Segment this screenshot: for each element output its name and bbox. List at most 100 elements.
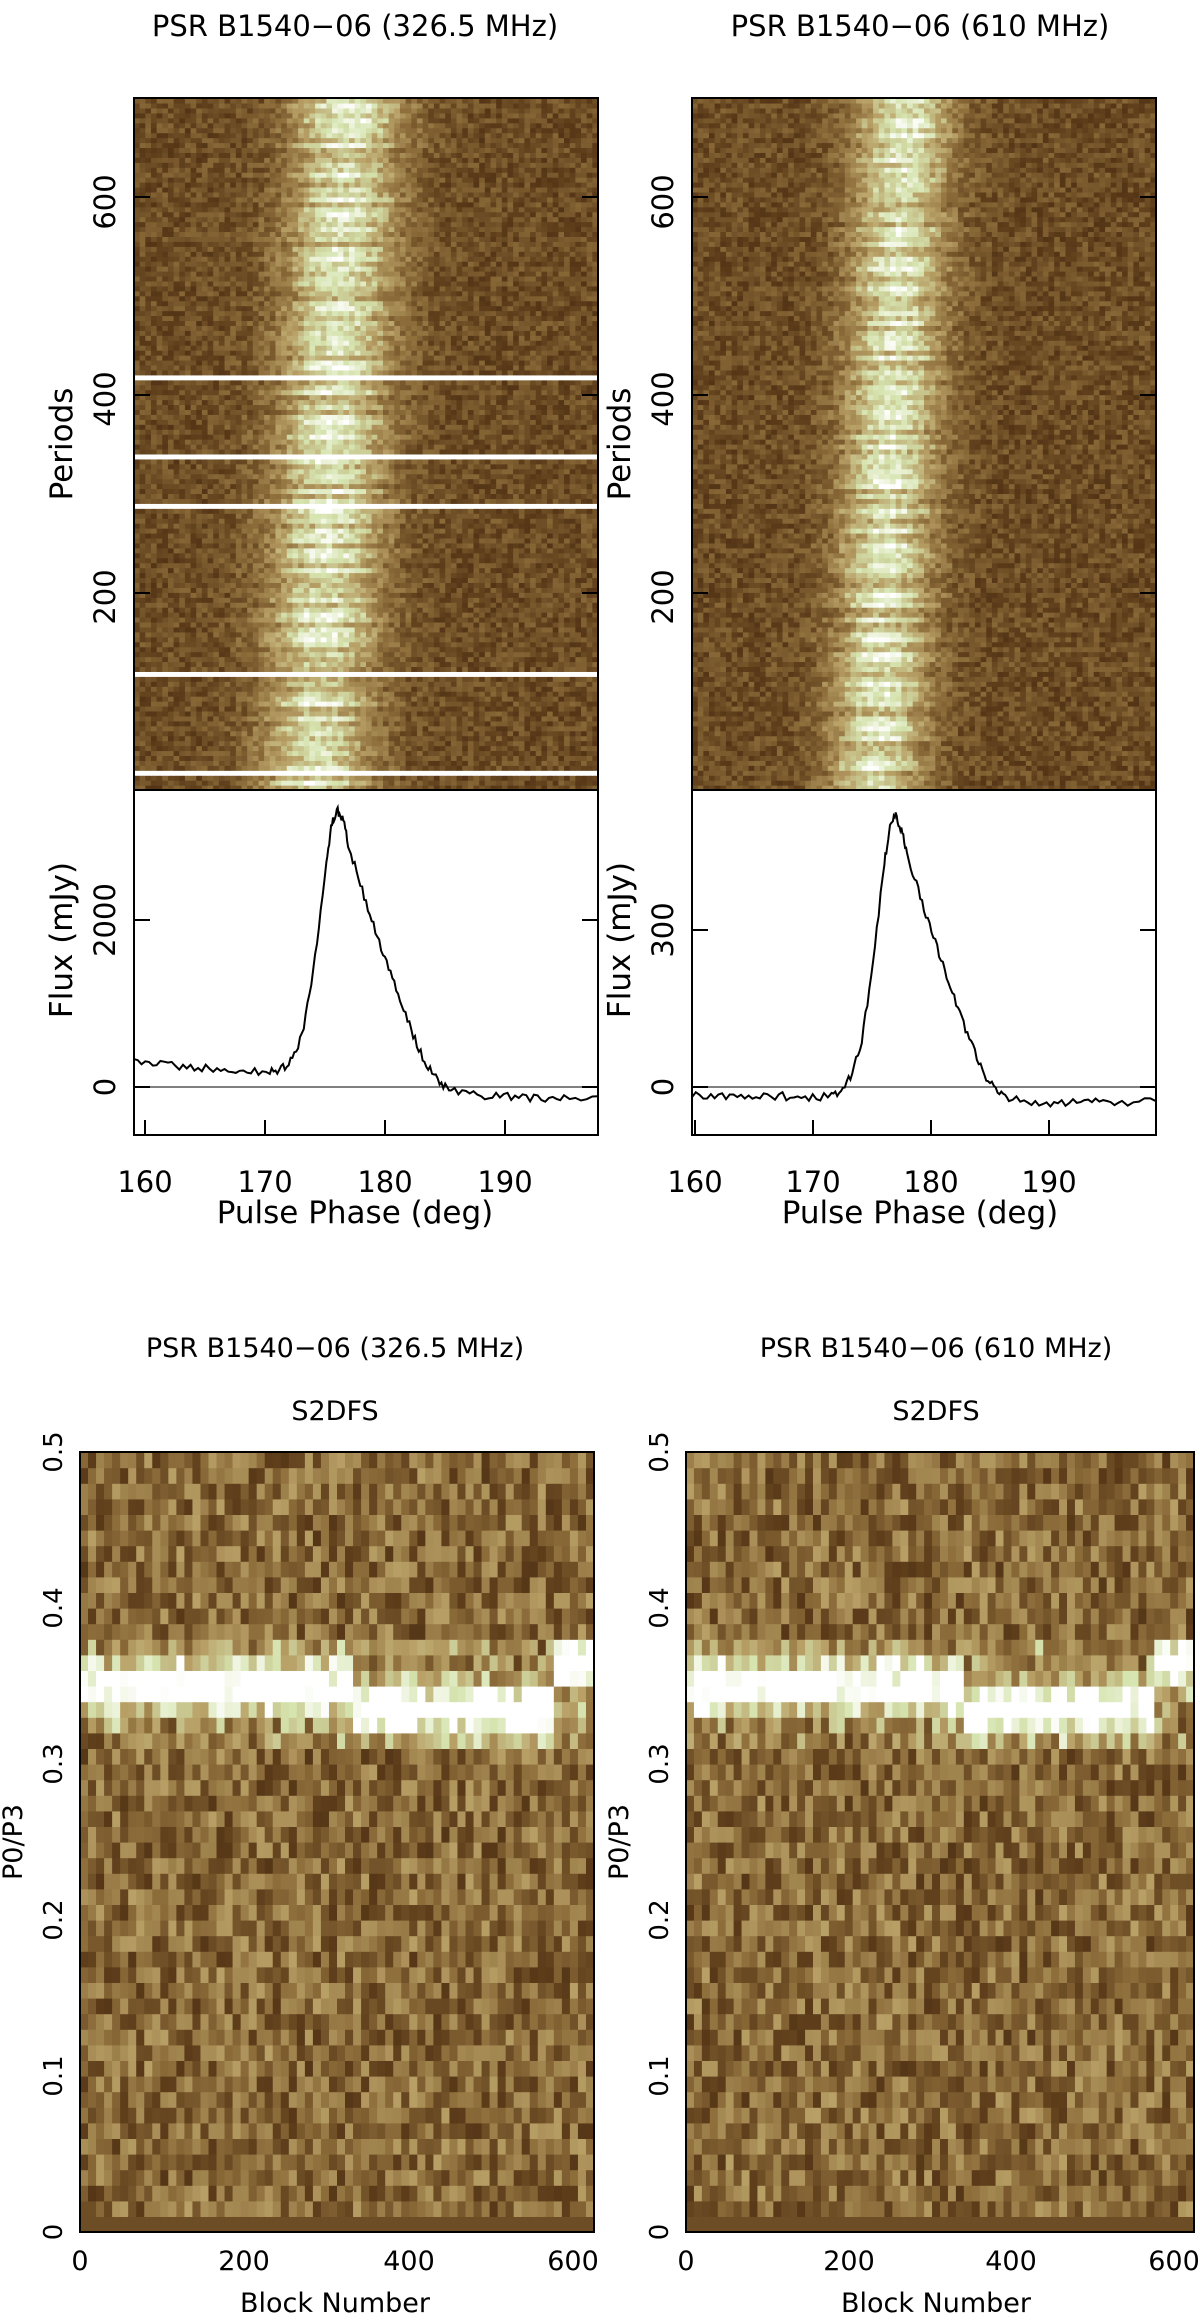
top-left-heatmap-cell: [235, 671, 243, 677]
top-left-heatmap-cell: [552, 562, 559, 569]
top-left-heatmap-cell: [416, 602, 424, 608]
top-left-heatmap-cell: [501, 666, 509, 672]
top-left-heatmap-cell: [337, 710, 344, 717]
top-left-heatmap-cell: [428, 760, 435, 766]
top-left-heatmap-cell: [201, 498, 209, 504]
top-left-heatmap-cell: [292, 676, 299, 682]
top-left-heatmap-cell: [530, 493, 537, 499]
top-left-heatmap-cell: [377, 488, 384, 495]
top-left-heatmap-cell: [388, 537, 395, 544]
top-left-heatmap-cell: [139, 532, 146, 539]
top-left-heatmap-cell: [354, 780, 361, 786]
top-left-heatmap-cell: [156, 528, 163, 534]
top-left-heatmap-cell: [258, 785, 265, 791]
top-left-heatmap-cell: [292, 656, 299, 663]
top-left-heatmap-cell: [535, 725, 543, 732]
top-left-heatmap-cell: [456, 755, 463, 761]
top-left-heatmap-cell: [399, 587, 407, 593]
top-left-heatmap-cell: [303, 587, 311, 593]
top-left-heatmap-cell: [558, 532, 565, 539]
top-left-heatmap-cell: [269, 641, 277, 648]
top-left-heatmap-cell: [456, 725, 463, 732]
top-left-heatmap-cell: [541, 661, 548, 668]
top-left-heatmap-cell: [349, 701, 356, 707]
top-left-heatmap-cell: [484, 587, 492, 593]
top-left-heatmap-cell: [366, 488, 373, 495]
top-left-heatmap-cell: [371, 532, 378, 539]
top-left-heatmap-cell: [139, 730, 146, 737]
top-left-heatmap-cell: [269, 705, 277, 712]
top-left-heatmap-cell: [207, 557, 214, 564]
top-left-heatmap-cell: [507, 671, 514, 677]
top-left-heatmap-cell: [139, 760, 146, 766]
top-left-heatmap-cell: [439, 562, 446, 569]
top-left-heatmap-cell: [139, 597, 146, 603]
top-left-heatmap-cell: [360, 740, 367, 747]
top-left-heatmap-cell: [501, 696, 509, 702]
top-left-heatmap-cell: [541, 705, 548, 712]
top-left-heatmap-cell: [530, 775, 537, 781]
top-left-heatmap-cell: [190, 691, 197, 697]
top-left-heatmap-cell: [507, 735, 514, 742]
top-left-heatmap-cell: [462, 730, 469, 737]
top-left-heatmap-cell: [354, 770, 361, 776]
top-left-heatmap-cell: [462, 513, 469, 519]
top-left-heatmap-cell: [569, 493, 576, 499]
top-left-heatmap-cell: [496, 542, 503, 549]
top-left-heatmap-cell: [462, 626, 469, 633]
top-left-heatmap-cell: [343, 582, 350, 588]
top-left-heatmap-cell: [354, 528, 361, 534]
top-left-heatmap-cell: [354, 602, 361, 608]
top-left-heatmap-cell: [530, 488, 537, 495]
top-left-heatmap-cell: [320, 735, 327, 742]
top-left-heatmap-cell: [349, 592, 356, 598]
top-left-heatmap-cell: [230, 676, 237, 682]
top-left-heatmap-cell: [586, 572, 593, 579]
top-left-heatmap-cell: [218, 488, 226, 495]
top-left-heatmap-cell: [145, 671, 152, 677]
top-left-heatmap-cell: [399, 780, 407, 786]
top-left-heatmap-cell: [490, 552, 497, 559]
top-left-heatmap-cell: [439, 725, 446, 732]
top-left-heatmap-cell: [586, 725, 593, 732]
top-left-heatmap-cell: [247, 621, 254, 628]
top-left-heatmap-cell: [326, 503, 333, 509]
top-left-heatmap-cell: [388, 597, 395, 603]
top-left-heatmap-cell: [586, 518, 593, 524]
top-left-heatmap-cell: [320, 676, 327, 682]
top-left-heatmap-cell: [377, 631, 384, 638]
top-left-heatmap-cell: [184, 691, 192, 697]
top-left-heatmap-cell: [190, 577, 197, 583]
top-left-heatmap-cell: [518, 508, 526, 514]
top-left-heatmap-cell: [416, 488, 424, 495]
top-left-heatmap-cell: [496, 765, 503, 771]
top-left-heatmap-cell: [524, 557, 531, 564]
top-left-heatmap-cell: [207, 508, 214, 514]
top-left-heatmap-cell: [286, 626, 294, 633]
top-left-heatmap-cell: [496, 503, 503, 509]
top-left-heatmap-cell: [411, 701, 418, 707]
top-left-heatmap-cell: [145, 720, 152, 727]
top-left-heatmap-cell: [201, 641, 209, 648]
top-left-heatmap-cell: [332, 720, 339, 727]
top-left-heatmap-cell: [524, 745, 531, 752]
top-left-heatmap-cell: [569, 503, 576, 509]
top-left-heatmap-cell: [162, 518, 169, 524]
top-left-heatmap-cell: [264, 587, 271, 593]
top-left-heatmap-cell: [320, 572, 327, 579]
top-left-heatmap-cell: [162, 513, 169, 519]
top-left-heatmap-cell: [320, 696, 327, 702]
top-left-heatmap-cell: [281, 720, 288, 727]
top-left-heatmap-cell: [167, 542, 175, 549]
top-left-heatmap-cell: [184, 740, 192, 747]
top-left-heatmap-cell: [501, 671, 509, 677]
top-left-heatmap-cell: [467, 686, 475, 692]
top-left-heatmap-cell: [564, 537, 571, 544]
top-left-heatmap-cell: [581, 631, 588, 638]
top-left-heatmap-cell: [450, 691, 458, 697]
top-left-heatmap-cell: [286, 602, 294, 608]
top-left-heatmap-cell: [382, 740, 390, 747]
top-left-heatmap-cell: [456, 572, 463, 579]
top-left-heatmap-cell: [513, 750, 520, 756]
top-left-heatmap-cell: [252, 508, 260, 514]
